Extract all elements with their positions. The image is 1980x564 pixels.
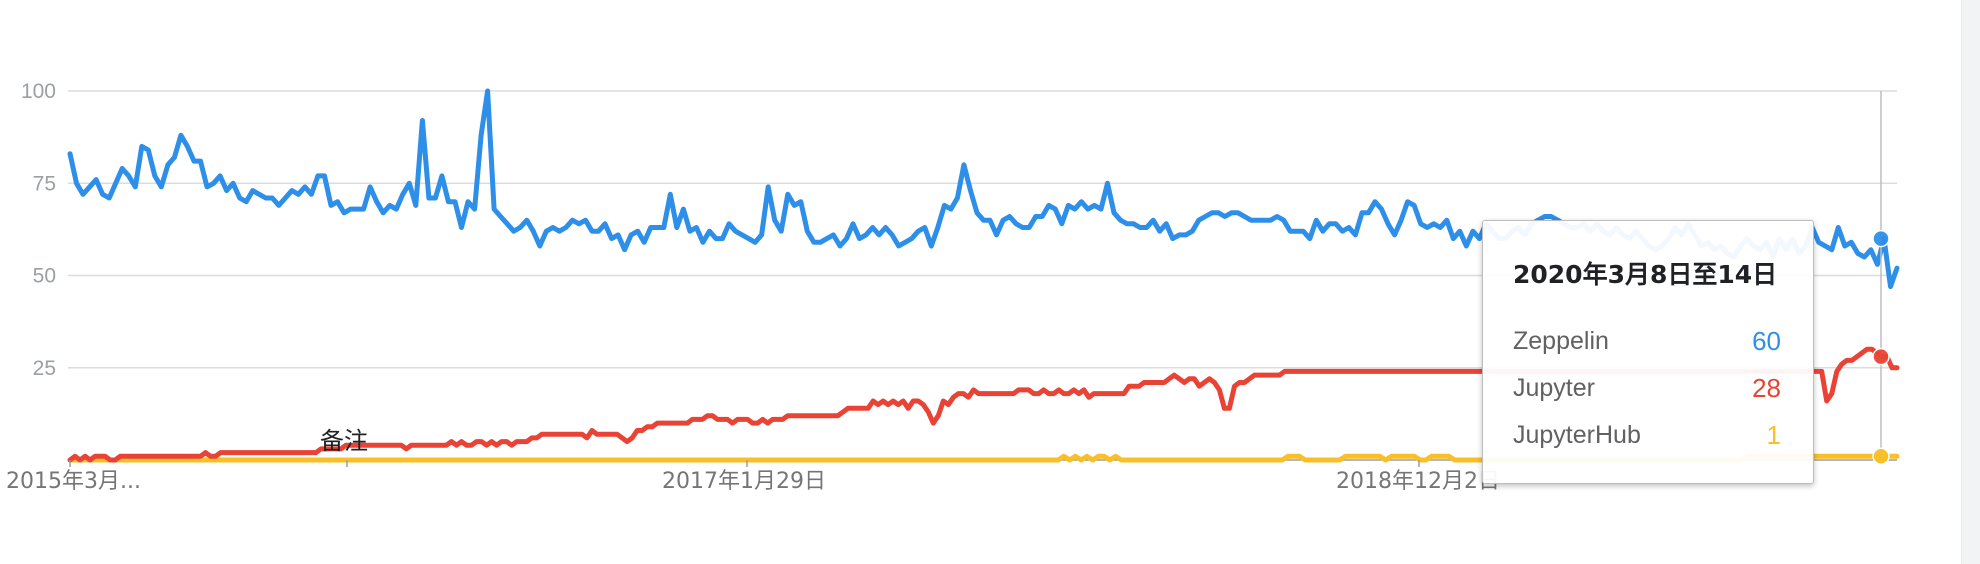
page-scrollbar[interactable] (1961, 0, 1980, 564)
tooltip-series-name: Zeppelin (1513, 326, 1609, 355)
tooltip-row-jupyter: Jupyter 28 (1513, 372, 1781, 404)
x-tick-label: 2015年3月... (6, 469, 141, 494)
tooltip-series-value: 1 (1766, 419, 1781, 450)
hover-tooltip: 2020年3月8日至14日 Zeppelin 60 Jupyter 28 Jupyter… (1482, 220, 1814, 484)
hover-dot-zeppelin (1872, 229, 1890, 248)
tooltip-series-name: Jupyter (1513, 373, 1595, 402)
y-tick-label-25: 25 (33, 357, 56, 380)
x-tick-label: 2018年12月2日 (1336, 469, 1500, 494)
hover-indicator (1872, 91, 1890, 466)
hover-dot-jupyterhub (1872, 447, 1890, 466)
x-tick-label: 2017年1月29日 (662, 469, 826, 494)
tooltip-series-value: 28 (1752, 372, 1781, 403)
tooltip-series-value: 60 (1752, 325, 1781, 356)
x-axis: 2015年3月... 2017年1月29日 2018年12月2日 备注 (6, 427, 1500, 494)
y-tick-label-75: 75 (33, 172, 56, 195)
y-tick-label-50: 50 (33, 265, 56, 288)
tooltip-series-name: JupyterHub (1513, 420, 1641, 449)
tooltip-date: 2020年3月8日至14日 (1513, 260, 1778, 289)
annotation-label: 备注 (320, 427, 368, 455)
tooltip-row-jupyterhub: JupyterHub 1 (1513, 419, 1781, 451)
y-axis: 100 75 50 25 (21, 80, 56, 380)
tooltip-row-zeppelin: Zeppelin 60 (1513, 325, 1781, 357)
hover-dot-jupyter (1872, 347, 1890, 366)
y-tick-label-100: 100 (21, 80, 56, 103)
